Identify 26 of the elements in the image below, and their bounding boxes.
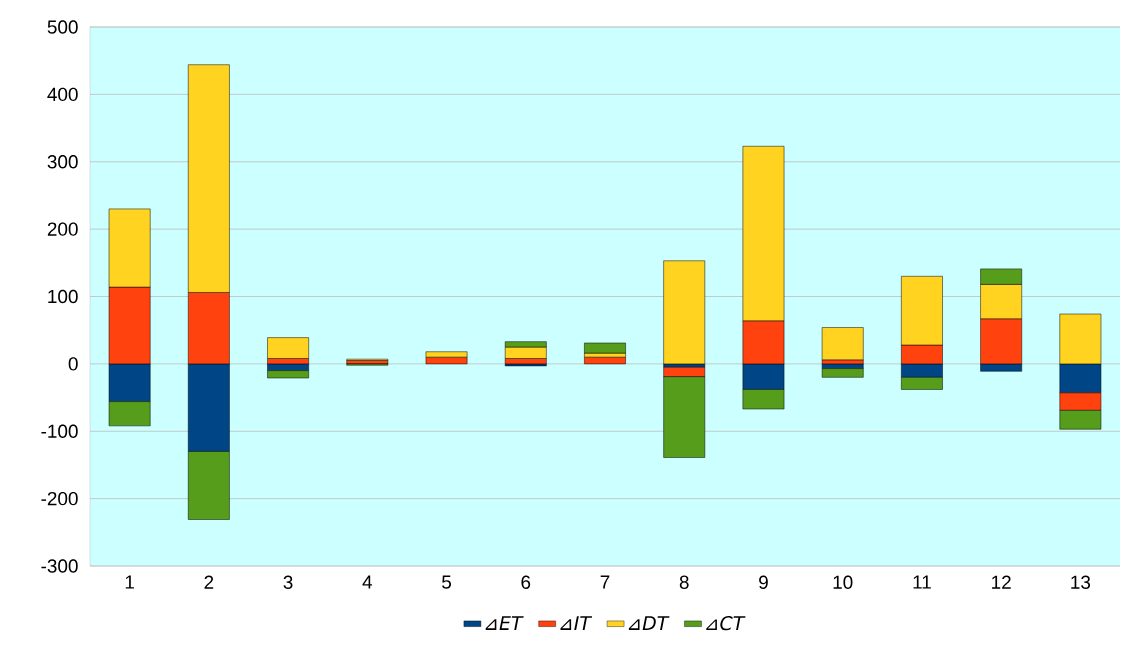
y-tick-label: 300 <box>47 155 78 169</box>
x-tick-label: 3 <box>283 575 293 589</box>
legend-label: ⊿DT <box>628 616 670 630</box>
x-tick-label: 13 <box>1071 575 1091 589</box>
x-tick-label: 12 <box>992 575 1011 589</box>
y-tick-label: 500 <box>47 20 78 34</box>
y-tick-label: 400 <box>47 87 78 102</box>
y-tick-label: 200 <box>47 222 78 236</box>
x-tick-label: 6 <box>521 575 531 589</box>
x-tick-label: 4 <box>362 575 373 589</box>
y-tick-label: -300 <box>41 559 78 573</box>
y-tick-label: -200 <box>41 491 78 506</box>
legend-label: ⊿ET <box>485 616 524 630</box>
x-tick-label: 9 <box>759 575 768 589</box>
x-tick-label: 5 <box>442 575 452 589</box>
y-tick-label: 100 <box>48 289 78 304</box>
x-tick-label: 8 <box>679 575 689 589</box>
legend-label: ⊿IT <box>560 616 593 630</box>
x-tick-label: 2 <box>204 575 214 589</box>
x-tick-label: 10 <box>833 575 853 589</box>
y-tick-label: -100 <box>41 424 78 438</box>
x-tick-label: 7 <box>600 575 610 589</box>
x-tick-label: 11 <box>913 575 931 589</box>
y-tick-label: 0 <box>68 357 78 371</box>
x-tick-label: 1 <box>125 575 134 589</box>
legend-label: ⊿CT <box>706 616 746 631</box>
